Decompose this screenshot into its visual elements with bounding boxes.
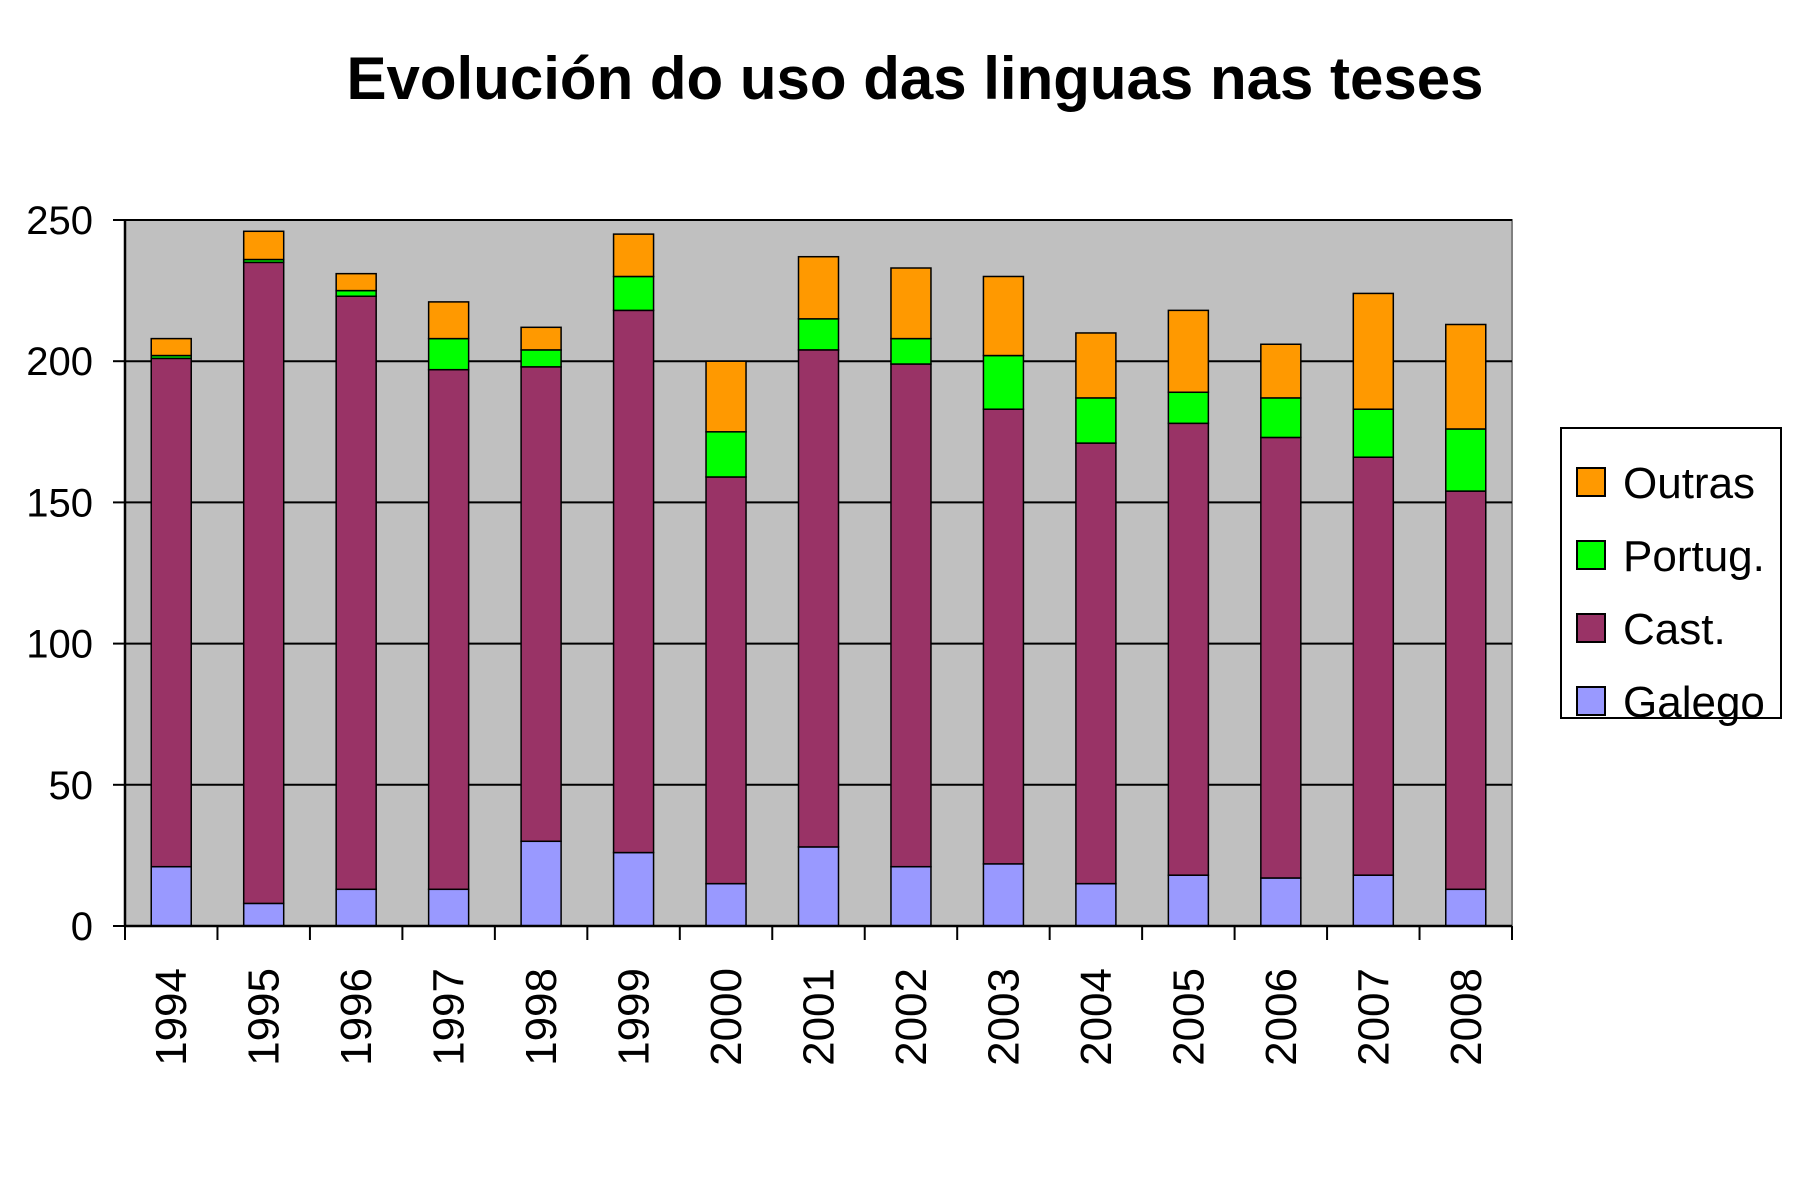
- bar-segment: [612, 233, 655, 278]
- x-tick-label: 2006: [1257, 968, 1306, 1066]
- legend: Outras Portug. Cast. Galego: [1560, 427, 1782, 727]
- legend-label: Cast.: [1623, 605, 1726, 654]
- x-tick-label: 2002: [887, 968, 936, 1066]
- bar-segment: [335, 289, 377, 297]
- legend-swatch: [1576, 540, 1606, 570]
- y-tick-label: 100: [26, 623, 93, 667]
- x-tick-label: 2008: [1442, 968, 1491, 1066]
- bar-segment: [427, 337, 470, 371]
- bar-segment: [150, 865, 192, 927]
- legend-label: Portug.: [1623, 532, 1765, 581]
- x-tick-label: 2001: [795, 968, 844, 1066]
- bar-segment: [335, 295, 377, 891]
- bar-segment: [1352, 408, 1395, 458]
- bar-segment: [427, 368, 470, 891]
- chart-title: Evolución do uso das linguas nas teses: [347, 45, 1484, 112]
- legend-swatch: [1576, 467, 1606, 497]
- bar-segment: [150, 357, 192, 868]
- bar-segment: [982, 863, 1025, 927]
- x-tick-label: 1995: [240, 968, 289, 1066]
- bar-segment: [1445, 490, 1487, 891]
- bar-segment: [1075, 397, 1117, 444]
- x-tick-label: 2005: [1164, 968, 1213, 1066]
- bar-segment: [982, 408, 1025, 865]
- bar-segment: [427, 888, 470, 927]
- x-tick-label: 2004: [1072, 968, 1121, 1066]
- x-tick-label: 1997: [425, 968, 474, 1066]
- bar-segment: [242, 261, 285, 905]
- bar-segment: [1445, 888, 1487, 927]
- bar-segment: [1167, 874, 1210, 927]
- y-tick-label: 200: [26, 340, 93, 384]
- bar-segment: [1075, 882, 1117, 927]
- bar-segment: [612, 851, 655, 927]
- bar-segment: [1075, 332, 1117, 399]
- bar-segment: [1352, 292, 1395, 410]
- bar-segment: [1167, 309, 1210, 394]
- bar-segment: [520, 326, 562, 351]
- bar-segment: [1260, 343, 1302, 399]
- bar-segment: [150, 337, 192, 357]
- bar-segment: [982, 275, 1025, 357]
- bar-segment: [520, 366, 562, 843]
- x-tick-label: 2000: [702, 968, 751, 1066]
- y-tick-label: 0: [71, 905, 93, 949]
- bar-segment: [335, 272, 377, 292]
- x-tick-label: 1994: [147, 968, 196, 1066]
- bar-segment: [1352, 456, 1395, 876]
- bar-segment: [797, 349, 840, 848]
- y-tick-label: 150: [26, 481, 93, 525]
- legend-label: Outras: [1623, 459, 1755, 508]
- bar-segment: [982, 354, 1025, 410]
- legend-swatch: [1576, 613, 1606, 643]
- x-tick-label: 2007: [1349, 968, 1398, 1066]
- bar-segment: [1260, 397, 1302, 439]
- bar-segment: [1075, 442, 1117, 885]
- bar-segment: [520, 840, 562, 927]
- bar-segment: [427, 301, 470, 340]
- legend-swatch: [1576, 686, 1606, 716]
- y-tick-label: 50: [49, 764, 94, 808]
- legend-label: Galego: [1623, 678, 1765, 727]
- bar-segment: [335, 888, 377, 927]
- bar-segment: [242, 902, 285, 927]
- bar-segment: [1260, 436, 1302, 879]
- bar-segment: [705, 476, 747, 885]
- y-tick-label: 250: [26, 199, 93, 243]
- bar-segment: [242, 230, 285, 261]
- bar-segment: [1352, 874, 1395, 927]
- bar-segment: [797, 846, 840, 927]
- bar-segment: [1167, 422, 1210, 876]
- bar-segment: [890, 267, 932, 340]
- x-tick-label: 2003: [979, 968, 1028, 1066]
- bar-segment: [890, 865, 932, 927]
- bar-segment: [797, 255, 840, 320]
- bar-segment: [1167, 391, 1210, 425]
- bar-segment: [520, 349, 562, 368]
- bar-segment: [1260, 877, 1302, 927]
- x-tick-label: 1996: [332, 968, 381, 1066]
- bar-segment: [1445, 428, 1487, 492]
- bar-segment: [1445, 323, 1487, 430]
- bar-segment: [797, 318, 840, 351]
- x-tick-label: 1998: [517, 968, 566, 1066]
- bar-segment: [612, 275, 655, 312]
- bar-segment: [890, 363, 932, 868]
- x-tick-label: 1999: [610, 968, 659, 1066]
- plot-area: 0 50 100 150 200 250 1994 1995 1996 1997 1998 1999 2…: [26, 199, 1513, 1066]
- bar-segment: [705, 360, 747, 433]
- bar-segment: [612, 309, 655, 854]
- bar-segment: [705, 882, 747, 927]
- bar-segment: [890, 337, 932, 365]
- bar-segment: [705, 431, 747, 478]
